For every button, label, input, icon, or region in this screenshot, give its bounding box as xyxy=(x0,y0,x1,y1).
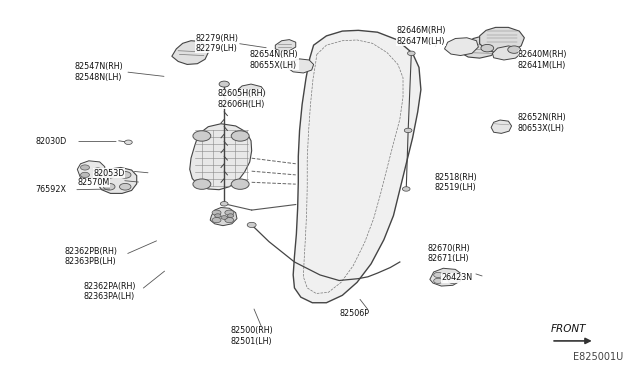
Circle shape xyxy=(220,202,228,206)
Text: 82652N(RH)
80653X(LH): 82652N(RH) 80653X(LH) xyxy=(518,113,566,133)
Circle shape xyxy=(508,46,520,53)
Circle shape xyxy=(81,165,90,170)
Polygon shape xyxy=(430,268,462,286)
Circle shape xyxy=(231,179,249,189)
Text: 82518(RH)
82519(LH): 82518(RH) 82519(LH) xyxy=(435,173,477,192)
Polygon shape xyxy=(77,161,105,179)
Circle shape xyxy=(104,183,115,190)
Circle shape xyxy=(120,183,131,190)
Text: 82646M(RH)
82647M(LH): 82646M(RH) 82647M(LH) xyxy=(397,26,446,46)
Circle shape xyxy=(221,216,227,219)
Circle shape xyxy=(403,187,410,191)
Text: 82640M(RH)
82641M(LH): 82640M(RH) 82641M(LH) xyxy=(518,50,568,70)
Circle shape xyxy=(408,51,415,55)
Text: 26423N: 26423N xyxy=(442,273,472,282)
Polygon shape xyxy=(98,167,137,193)
Circle shape xyxy=(104,171,115,178)
Text: 82279(RH)
82279(LH): 82279(RH) 82279(LH) xyxy=(195,33,239,53)
Polygon shape xyxy=(460,36,500,58)
Text: 82362PA(RH)
82363PA(LH): 82362PA(RH) 82363PA(LH) xyxy=(84,282,136,301)
Text: 82570M: 82570M xyxy=(77,178,109,187)
Text: 82654N(RH)
80655X(LH): 82654N(RH) 80655X(LH) xyxy=(250,50,298,70)
Text: 82506P: 82506P xyxy=(339,310,369,318)
Polygon shape xyxy=(293,31,421,303)
Text: E825001U: E825001U xyxy=(573,352,623,362)
Text: FRONT: FRONT xyxy=(551,324,587,334)
Circle shape xyxy=(225,210,234,215)
Text: 76592X: 76592X xyxy=(36,185,67,194)
Polygon shape xyxy=(492,46,521,60)
Circle shape xyxy=(434,278,443,283)
Circle shape xyxy=(449,274,458,279)
Text: 82500(RH)
82501(LH): 82500(RH) 82501(LH) xyxy=(230,326,273,346)
Circle shape xyxy=(247,222,256,228)
Polygon shape xyxy=(445,38,478,55)
Circle shape xyxy=(120,171,131,178)
Text: 82362PB(RH)
82363PB(LH): 82362PB(RH) 82363PB(LH) xyxy=(65,247,118,266)
Polygon shape xyxy=(172,41,208,64)
Circle shape xyxy=(214,214,221,218)
Circle shape xyxy=(125,140,132,144)
Polygon shape xyxy=(236,84,266,102)
Circle shape xyxy=(212,210,221,215)
Polygon shape xyxy=(287,59,314,73)
Circle shape xyxy=(212,218,221,223)
Text: 82670(RH)
82671(LH): 82670(RH) 82671(LH) xyxy=(428,244,470,263)
Circle shape xyxy=(225,218,234,223)
Text: 82030D: 82030D xyxy=(36,137,67,146)
Polygon shape xyxy=(275,39,296,51)
Circle shape xyxy=(81,172,90,177)
Circle shape xyxy=(404,128,412,133)
Circle shape xyxy=(193,131,211,141)
Polygon shape xyxy=(210,208,237,226)
Text: 82053D: 82053D xyxy=(93,169,125,177)
Circle shape xyxy=(219,81,229,87)
Circle shape xyxy=(481,44,493,52)
Text: 82605H(RH)
82606H(LH): 82605H(RH) 82606H(LH) xyxy=(218,89,266,109)
Circle shape xyxy=(231,131,249,141)
Circle shape xyxy=(93,168,102,173)
Circle shape xyxy=(449,278,458,283)
Circle shape xyxy=(193,179,211,189)
Circle shape xyxy=(227,214,234,218)
Polygon shape xyxy=(479,28,524,53)
Circle shape xyxy=(434,272,443,278)
Polygon shape xyxy=(491,120,511,134)
Polygon shape xyxy=(189,124,252,190)
Text: 82547N(RH)
82548N(LH): 82547N(RH) 82548N(LH) xyxy=(74,62,123,81)
